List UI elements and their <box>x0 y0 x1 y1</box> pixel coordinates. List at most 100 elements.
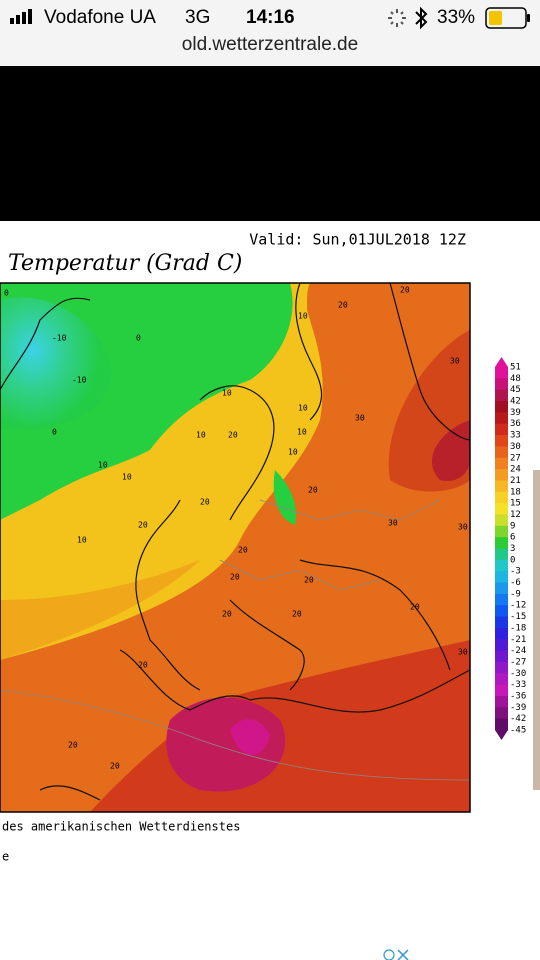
url[interactable]: old.wetterzentrale.de <box>182 34 358 55</box>
map-frame <box>0 282 471 813</box>
valid-time: Valid: Sun,01JUL2018 12Z <box>249 231 466 249</box>
legend-label: -6 <box>510 578 521 588</box>
legend-label: 9 <box>510 521 515 531</box>
legend-label: -18 <box>510 623 526 633</box>
carrier: Vodafone UA <box>44 7 156 28</box>
legend-swatch <box>495 627 508 640</box>
map-value-label: 20 <box>68 741 78 750</box>
legend-swatch <box>495 367 508 379</box>
map-value-label: 20 <box>230 573 240 582</box>
map-value-label: 20 <box>228 431 238 440</box>
bluetooth-icon <box>415 6 428 30</box>
map-value-label: 20 <box>292 610 302 619</box>
legend-swatch <box>495 616 508 629</box>
legend-swatch <box>495 469 508 481</box>
legend-swatch <box>495 491 508 504</box>
map-value-label: 10 <box>222 389 232 398</box>
legend-swatch <box>495 435 508 447</box>
map-title: Temperatur (Grad C) <box>8 251 242 276</box>
legend-swatch <box>495 378 508 391</box>
legend-swatch <box>495 389 508 402</box>
map-value-label: 30 <box>458 648 468 657</box>
legend-swatch <box>495 423 508 436</box>
legend-swatch <box>495 593 508 606</box>
map-value-label: 10 <box>288 448 298 457</box>
legend-label: -39 <box>510 703 526 713</box>
legend-swatch <box>495 695 508 708</box>
status-bar <box>0 0 540 66</box>
legend-label: 42 <box>510 397 521 407</box>
legend-label: 3 <box>510 544 515 554</box>
legend-label: -15 <box>510 612 526 622</box>
map-value-label: -10 <box>72 376 87 385</box>
battery-level: 33% <box>437 7 475 28</box>
map-value-label: 20 <box>138 521 148 530</box>
legend-label: -30 <box>510 669 526 679</box>
legend-swatch <box>495 503 508 515</box>
legend-label: 12 <box>510 510 521 520</box>
map-value-label: 10 <box>77 536 87 545</box>
legend-label: 39 <box>510 408 521 418</box>
legend-label: -24 <box>510 646 526 656</box>
legend-swatch <box>495 559 508 572</box>
map-value-label: 0 <box>4 289 9 298</box>
legend-swatch <box>495 514 508 527</box>
legend-swatch <box>495 446 508 459</box>
map-value-label: 20 <box>304 576 314 585</box>
map-value-label: -10 <box>52 334 67 343</box>
source-note: des amerikanischen Wetterdienstes <box>2 820 240 834</box>
legend-swatch <box>495 571 508 584</box>
legend-label: -27 <box>510 657 526 667</box>
legend-swatch <box>495 605 508 618</box>
legend-label: -21 <box>510 635 526 645</box>
map-value-label: 20 <box>222 610 232 619</box>
map-value-label: 10 <box>298 404 308 413</box>
legend-label: 15 <box>510 499 521 509</box>
legend-label: -33 <box>510 680 526 690</box>
legend-swatch <box>495 480 508 493</box>
legend-label: 36 <box>510 419 521 429</box>
legend-arrow-bottom <box>495 730 508 740</box>
footer-text: e <box>2 850 9 864</box>
map-value-label: 20 <box>308 486 318 495</box>
map-value-label: 10 <box>122 473 132 482</box>
legend-swatch <box>495 582 508 595</box>
map-value-label: 20 <box>410 603 420 612</box>
legend-swatch <box>495 650 508 663</box>
map-value-label: 20 <box>238 546 248 555</box>
legend-swatch <box>495 412 508 425</box>
legend-label: 0 <box>510 555 515 565</box>
clock: 14:16 <box>246 7 295 28</box>
legend-label: -42 <box>510 714 526 724</box>
legend-label: 48 <box>510 374 521 384</box>
ad-choices-icon[interactable] <box>383 949 409 960</box>
legend-label: 30 <box>510 442 521 452</box>
legend-label: -36 <box>510 691 526 701</box>
legend-label: 21 <box>510 476 521 486</box>
map-value-label: 20 <box>110 762 120 771</box>
legend-label: 6 <box>510 533 515 543</box>
legend-swatch <box>495 457 508 470</box>
legend-swatch <box>495 525 508 538</box>
map-value-label: 0 <box>136 334 141 343</box>
legend-arrow-top <box>495 357 508 367</box>
network: 3G <box>185 7 210 28</box>
map-value-label: 30 <box>450 357 460 366</box>
map-value-label: 30 <box>355 414 365 423</box>
map-value-label: 20 <box>338 301 348 310</box>
legend-label: 51 <box>510 363 521 373</box>
map-value-label: 10 <box>297 428 307 437</box>
map-value-label: 30 <box>458 523 468 532</box>
legend-swatch <box>495 673 508 686</box>
legend-swatch <box>495 661 508 674</box>
side-image <box>533 470 540 790</box>
map-value-label: 30 <box>388 519 398 528</box>
legend-swatch <box>495 639 508 652</box>
legend-swatch <box>495 707 508 720</box>
black-banner <box>0 66 540 221</box>
map-value-label: 20 <box>400 286 410 295</box>
map-value-label: 10 <box>98 461 108 470</box>
legend-label: 24 <box>510 465 521 475</box>
